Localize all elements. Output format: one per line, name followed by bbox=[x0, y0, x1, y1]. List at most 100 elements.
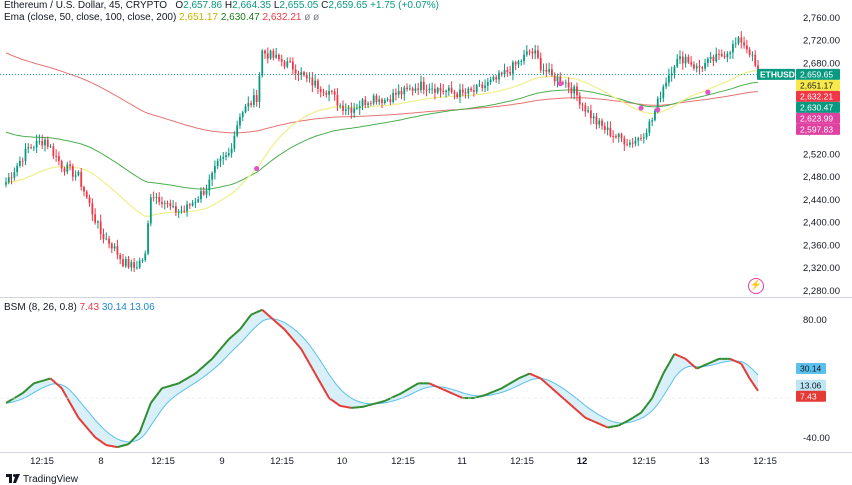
candle-body bbox=[149, 197, 152, 224]
candle-body bbox=[74, 175, 77, 177]
candle-body bbox=[578, 95, 581, 105]
bsm-line-segment bbox=[623, 420, 628, 424]
bsm-value-3: 13.06 bbox=[129, 302, 155, 313]
candle-body bbox=[311, 77, 314, 86]
candle-body bbox=[180, 210, 183, 212]
candle-body bbox=[303, 72, 305, 76]
bsm-line-segment bbox=[629, 417, 634, 421]
symbol-title: Ethereum / U.S. Dollar, 45, CRYPTO bbox=[4, 0, 168, 11]
bsm-line-segment bbox=[8, 398, 13, 403]
ema100-line bbox=[5, 81, 759, 190]
bsm-line-segment bbox=[303, 353, 308, 360]
candle-body bbox=[573, 86, 576, 94]
candle-body bbox=[183, 210, 186, 212]
candle-body bbox=[475, 85, 478, 92]
candle-body bbox=[506, 70, 509, 73]
bsm-line-segment bbox=[559, 394, 564, 399]
candle-body bbox=[7, 177, 10, 183]
bsm-line-segment bbox=[618, 423, 622, 427]
high-label: H bbox=[224, 0, 233, 11]
candle-body bbox=[439, 87, 442, 91]
candle-body bbox=[353, 108, 356, 113]
bsm-line-segment bbox=[269, 316, 275, 321]
bsm-line-segment bbox=[398, 392, 402, 396]
bsm-line-segment bbox=[751, 381, 757, 388]
bsm-line-segment bbox=[178, 380, 182, 385]
candle-body bbox=[470, 88, 473, 91]
bsm-legend[interactable]: BSM (8, 26, 0.8) 7.43 30.14 13.06 bbox=[4, 302, 155, 313]
candle-body bbox=[567, 82, 570, 88]
bsm-line-segment bbox=[52, 380, 57, 385]
candle-body bbox=[216, 160, 219, 167]
candle-body bbox=[16, 165, 19, 173]
candle-body bbox=[709, 56, 712, 59]
candle-body bbox=[712, 56, 715, 62]
candles bbox=[5, 31, 759, 273]
candle-body bbox=[486, 82, 489, 86]
candle-body bbox=[537, 50, 539, 58]
bsm-line-segment bbox=[22, 389, 27, 394]
candle-body bbox=[97, 221, 99, 223]
candle-body bbox=[459, 89, 461, 98]
candle-body bbox=[85, 191, 88, 198]
candle-body bbox=[520, 61, 523, 62]
bsm-line-segment bbox=[286, 332, 291, 337]
candle-body bbox=[297, 73, 300, 75]
candle-body bbox=[336, 94, 339, 106]
tradingview-logo[interactable]: TradingView bbox=[6, 474, 78, 485]
price-tick-label: 2,760.00 bbox=[803, 13, 840, 24]
bsm-line-segment bbox=[748, 377, 754, 384]
bsm-line-segment bbox=[745, 373, 751, 379]
candle-body bbox=[631, 142, 634, 144]
bsm-line-segment bbox=[94, 436, 99, 441]
bsm-line-segment bbox=[645, 401, 651, 407]
bsm-line-segment bbox=[587, 417, 592, 422]
bsm-line-segment bbox=[670, 353, 676, 360]
ema-legend[interactable]: Ema (close, 50, close, 100, close, 200) … bbox=[4, 12, 319, 23]
bsm-line-segment bbox=[498, 387, 503, 391]
bsm-line-segment bbox=[281, 326, 286, 331]
bsm-line-segment bbox=[130, 437, 135, 442]
ema-label: Ema (close, 50, close, 100, close, 200) bbox=[4, 12, 177, 23]
candle-body bbox=[559, 76, 562, 83]
bsm-line-segment bbox=[437, 386, 441, 390]
bsm-line-segment bbox=[445, 389, 450, 393]
price-tick-label: 2,480.00 bbox=[803, 172, 840, 183]
candle-body bbox=[473, 90, 475, 92]
bsm-line-segment bbox=[247, 314, 252, 319]
low-label: L bbox=[273, 0, 280, 11]
candle-body bbox=[5, 182, 7, 185]
candle-body bbox=[127, 258, 130, 268]
bsm-line-segment bbox=[197, 367, 202, 372]
candle-body bbox=[342, 105, 344, 111]
candle-body bbox=[386, 99, 389, 101]
candle-body bbox=[55, 155, 58, 157]
bsm-line-segment bbox=[509, 380, 514, 385]
candle-body bbox=[623, 138, 626, 145]
candle-body bbox=[715, 54, 718, 62]
bsm-line-segment bbox=[579, 412, 584, 416]
bsm-line-segment bbox=[88, 430, 94, 435]
price-axis-tag-text: 2,632.21 bbox=[800, 91, 833, 101]
replay-icon[interactable]: ⚡ bbox=[748, 278, 764, 294]
candle-body bbox=[612, 136, 615, 137]
bsm-line-segment bbox=[47, 377, 51, 381]
candle-body bbox=[136, 267, 138, 269]
candle-body bbox=[83, 186, 85, 192]
bsm-line-segment bbox=[127, 440, 133, 445]
candle-body bbox=[381, 99, 383, 104]
candle-body bbox=[734, 43, 737, 45]
bsm-line-segment bbox=[506, 382, 511, 386]
candle-body bbox=[372, 95, 375, 104]
candle-body bbox=[32, 147, 35, 149]
price-tick-label: 2,720.00 bbox=[803, 36, 840, 47]
bsm-line-segment bbox=[526, 372, 531, 376]
candle-body bbox=[495, 77, 498, 80]
time-tick-label: 12:15 bbox=[632, 456, 656, 467]
bsm-line-segment bbox=[493, 389, 497, 393]
candle-body bbox=[333, 91, 336, 95]
ema100-value: 2,630.47 bbox=[220, 12, 260, 23]
candle-body bbox=[319, 88, 322, 92]
bsm-line-segment bbox=[596, 421, 600, 425]
